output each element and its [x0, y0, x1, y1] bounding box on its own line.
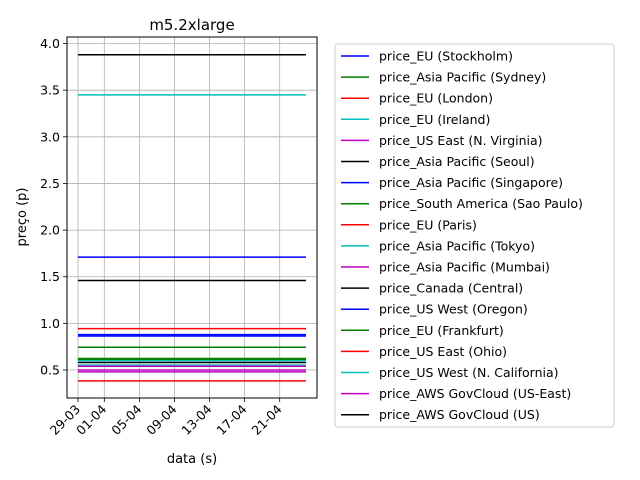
legend-label: price_Asia Pacific (Mumbai) [379, 260, 550, 275]
series-lines [78, 53, 306, 382]
legend-label: price_Canada (Central) [379, 281, 523, 296]
legend-label: price_Asia Pacific (Singapore) [379, 175, 563, 190]
legend-label: price_AWS GovCloud (US) [379, 407, 540, 422]
y-axis: 0.5 1.0 1.5 2.0 2.5 3.0 3.5 4.0 [40, 36, 67, 378]
y-tick-label: 1.0 [40, 316, 60, 331]
legend-label: price_EU (Frankfurt) [379, 323, 504, 338]
plot-frame [66, 36, 318, 399]
legend-label: price_US East (Ohio) [379, 344, 507, 359]
grid [67, 37, 317, 398]
y-tick-label: 2.5 [40, 176, 60, 191]
legend-label: price_AWS GovCloud (US-East) [379, 386, 571, 401]
legend-label: price_Asia Pacific (Seoul) [379, 154, 535, 169]
legend-label: price_EU (Ireland) [379, 112, 490, 127]
x-tick-label: 01-04 [73, 401, 109, 437]
legend: price_EU (Stockholm) price_Asia Pacific (… [334, 43, 615, 428]
x-tick-label: 21-04 [249, 401, 285, 437]
legend-label: price_EU (London) [379, 91, 493, 106]
y-tick-label: 2.0 [40, 223, 60, 238]
x-axis-label: data (s) [167, 452, 217, 467]
y-tick-label: 3.5 [40, 83, 60, 98]
legend-box [334, 43, 615, 428]
y-tick-label: 4.0 [40, 36, 60, 51]
y-tick-label: 0.5 [40, 363, 60, 378]
legend-label: price_Asia Pacific (Tokyo) [379, 238, 535, 253]
y-axis-label: preço (p) [15, 188, 30, 247]
x-tick-label: 13-04 [178, 401, 214, 437]
x-tick-label: 09-04 [143, 401, 179, 437]
chart-title: m5.2xlarge [149, 16, 234, 34]
legend-label: price_US East (N. Virginia) [379, 133, 543, 148]
legend-label: price_South America (Sao Paulo) [379, 196, 583, 211]
legend-label: price_EU (Stockholm) [379, 49, 513, 64]
legend-label: price_EU (Paris) [379, 217, 477, 232]
y-tick-label: 1.5 [40, 269, 60, 284]
legend-label: price_US West (Oregon) [379, 302, 528, 317]
x-tick-label: 05-04 [108, 401, 144, 437]
legend-label: price_US West (N. California) [379, 365, 559, 380]
y-tick-label: 3.0 [40, 129, 60, 144]
x-tick-label: 17-04 [213, 401, 249, 437]
legend-label: price_Asia Pacific (Sydney) [379, 70, 546, 85]
